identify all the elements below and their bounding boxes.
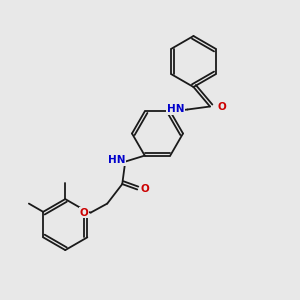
- Text: HN: HN: [108, 155, 125, 165]
- Text: HN: HN: [167, 104, 184, 115]
- Text: O: O: [80, 208, 88, 218]
- Text: O: O: [217, 101, 226, 112]
- Text: O: O: [140, 184, 149, 194]
